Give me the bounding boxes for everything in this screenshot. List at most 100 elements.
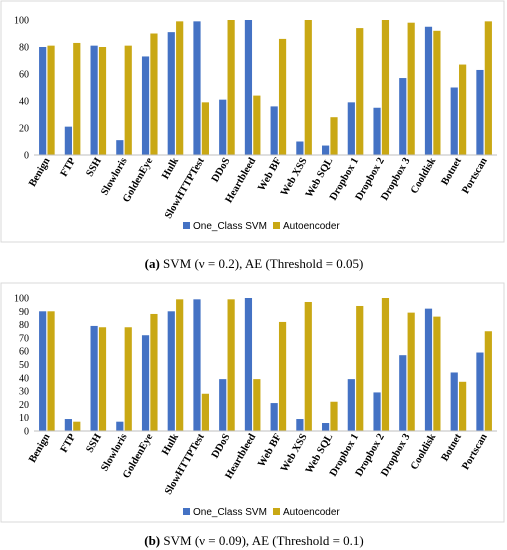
panel-b-bar-autoencoder-dropbox-1 xyxy=(356,305,364,431)
panel-a-bar-one-class-svm-ddos xyxy=(219,99,227,155)
panel-b-bar-autoencoder-web-sql xyxy=(330,401,338,431)
panel-a-bar-one-class-svm-benign xyxy=(39,47,47,155)
panel-a-bar-one-class-svm-dropbox-1 xyxy=(347,102,355,155)
panel-a-bar-one-class-svm-web-xss xyxy=(296,141,304,155)
panel-a-bar-one-class-svm-slowloris xyxy=(116,140,124,155)
panel-a-bar-one-class-svm-web-bf xyxy=(270,106,278,155)
panel-b-bar-autoencoder-slowloris xyxy=(124,327,132,431)
panel-a-bar-autoencoder-ssh xyxy=(98,47,107,155)
panel-a-bar-autoencoder-slowhttptest xyxy=(201,102,209,155)
panel-a-bar-one-class-svm-ssh xyxy=(90,45,98,155)
panel-b-bar-one-class-svm-slowloris xyxy=(116,421,124,431)
panel-b-y-tick-30: 30 xyxy=(19,387,29,398)
panel-a-bar-autoencoder-slowloris xyxy=(124,45,132,155)
panel-b-bar-autoencoder-ftp xyxy=(73,421,81,431)
panel-a-bar-one-class-svm-ftp xyxy=(64,126,72,155)
panel-a-bar-autoencoder-web-sql xyxy=(330,117,338,155)
panel-a-bar-one-class-svm-dropbox-3 xyxy=(399,78,407,155)
panel-b-bars xyxy=(39,298,492,431)
panel-b-bar-autoencoder-dropbox-2 xyxy=(381,298,390,431)
panel-b-bar-one-class-svm-ftp xyxy=(64,419,72,431)
panel-b-bar-one-class-svm-benign xyxy=(39,311,47,431)
panel-a-bar-one-class-svm-slowhttptest xyxy=(193,21,201,155)
panel-b-y-tick-0: 0 xyxy=(24,427,29,438)
panel-a-bar-autoencoder-dropbox-1 xyxy=(356,28,364,156)
panel-b-bar-one-class-svm-slowhttptest xyxy=(193,299,201,431)
panel-b-bar-one-class-svm-dropbox-2 xyxy=(373,392,381,431)
panel-b-bar-autoencoder-cooldisk xyxy=(433,316,441,431)
panel-a-bar-one-class-svm-portscan xyxy=(476,69,484,155)
panel-b-bar-one-class-svm-ssh xyxy=(90,325,98,431)
panel-a-bars xyxy=(39,20,492,156)
panel-b-bar-one-class-svm-web-sql xyxy=(322,423,330,431)
panel-b-caption-label: (b) xyxy=(144,533,160,548)
panel-b-y-tick-80: 80 xyxy=(19,320,29,331)
panel-a-bar-autoencoder-benign xyxy=(47,45,55,155)
panel-b-bar-autoencoder-heartbleed xyxy=(253,379,261,431)
panel-b-bar-one-class-svm-heartbleed xyxy=(244,298,253,431)
panel-a-bar-autoencoder-web-bf xyxy=(278,38,287,155)
panel-b-bar-autoencoder-web-xss xyxy=(304,301,312,431)
panel-b-legend-swatch-autoencoder xyxy=(273,508,280,515)
panel-b-bar-one-class-svm-botnet xyxy=(450,372,458,431)
panel-a-bar-autoencoder-ddos xyxy=(227,20,235,155)
panel-b-bar-autoencoder-benign xyxy=(47,311,55,431)
panel-a-bar-autoencoder-hulk xyxy=(176,21,184,155)
panel-b-y-ticks: 0 10 20 30 40 50 60 70 80 90 100 xyxy=(14,294,29,438)
panel-b-bar-autoencoder-slowhttptest xyxy=(201,393,209,431)
panel-b-bar-autoencoder-hulk xyxy=(176,299,184,431)
panel-a-frame xyxy=(0,0,505,243)
panel-a-y-tick-80: 80 xyxy=(19,43,29,54)
panel-a-bar-one-class-svm-botnet xyxy=(450,87,458,155)
panel-b-bar-autoencoder-dropbox-3 xyxy=(407,312,415,431)
panel-b-caption-text: SVM (ν = 0.09), AE (Threshold = 0.1) xyxy=(160,533,364,548)
panel-b-bar-one-class-svm-portscan xyxy=(476,352,484,431)
panel-a-bar-one-class-svm-goldeneye xyxy=(141,56,150,156)
panel-a-legend-label-one-class-svm: One_Class SVM xyxy=(193,221,267,232)
panel-b-y-tick-90: 90 xyxy=(19,307,29,318)
panel-b-bar-autoencoder-portscan xyxy=(484,331,492,431)
panel-b-y-tick-100: 100 xyxy=(14,294,29,305)
panel-a-bar-autoencoder-heartbleed xyxy=(253,95,261,155)
panel-b-frame xyxy=(0,282,505,523)
panel-b-bar-autoencoder-ssh xyxy=(98,327,107,431)
panel-b-y-tick-10: 10 xyxy=(19,413,29,424)
panel-a-bar-autoencoder-botnet xyxy=(459,64,467,155)
panel-a-caption: (a) SVM (ν = 0.2), AE (Threshold = 0.05) xyxy=(145,256,364,271)
panel-a-y-ticks: 0 20 40 60 80 100 xyxy=(14,16,29,162)
panel-b-y-tick-40: 40 xyxy=(19,373,29,384)
panel-a-caption-text: SVM (ν = 0.2), AE (Threshold = 0.05) xyxy=(160,256,364,271)
panel-b-bar-autoencoder-ddos xyxy=(227,299,235,431)
panel-b-y-tick-60: 60 xyxy=(19,347,29,358)
panel-b-y-tick-70: 70 xyxy=(19,333,29,344)
panel-a-bar-autoencoder-dropbox-2 xyxy=(381,20,390,155)
panel-b-bar-one-class-svm-hulk xyxy=(167,311,175,431)
panel-b-legend: One_Class SVM Autoencoder xyxy=(183,507,340,518)
panel-a-y-tick-0: 0 xyxy=(24,151,29,162)
panel-b-bar-one-class-svm-ddos xyxy=(219,379,227,431)
panel-b-bar-one-class-svm-cooldisk xyxy=(424,308,433,431)
panel-a-y-tick-40: 40 xyxy=(19,97,29,108)
panel-a-bar-one-class-svm-web-sql xyxy=(322,145,330,155)
panel-b-legend-swatch-one-class-svm xyxy=(183,508,190,515)
panel-a-bar-autoencoder-cooldisk xyxy=(433,30,441,155)
panel-a-y-tick-20: 20 xyxy=(19,124,29,135)
panel-b-y-tick-20: 20 xyxy=(19,400,29,411)
panel-b-bar-autoencoder-botnet xyxy=(459,381,467,431)
panel-a-bar-autoencoder-dropbox-3 xyxy=(407,22,415,156)
panel-b-bar-one-class-svm-goldeneye xyxy=(141,335,150,431)
panel-a-bar-autoencoder-ftp xyxy=(73,42,81,156)
panel-b-bar-one-class-svm-dropbox-3 xyxy=(399,355,407,431)
panel-a-bar-one-class-svm-hulk xyxy=(167,32,175,155)
panel-a-legend-label-autoencoder: Autoencoder xyxy=(283,221,340,232)
panel-a-y-tick-100: 100 xyxy=(14,16,29,27)
panel-b-bar-autoencoder-web-bf xyxy=(278,321,287,431)
panel-a-y-tick-60: 60 xyxy=(19,70,29,81)
panel-a-caption-label: (a) xyxy=(145,256,160,271)
panel-b-legend-label-one-class-svm: One_Class SVM xyxy=(193,507,267,518)
panel-b-legend-label-autoencoder: Autoencoder xyxy=(283,507,340,518)
panel-a-bar-one-class-svm-cooldisk xyxy=(424,26,433,155)
panel-b-bar-one-class-svm-web-xss xyxy=(296,419,304,431)
